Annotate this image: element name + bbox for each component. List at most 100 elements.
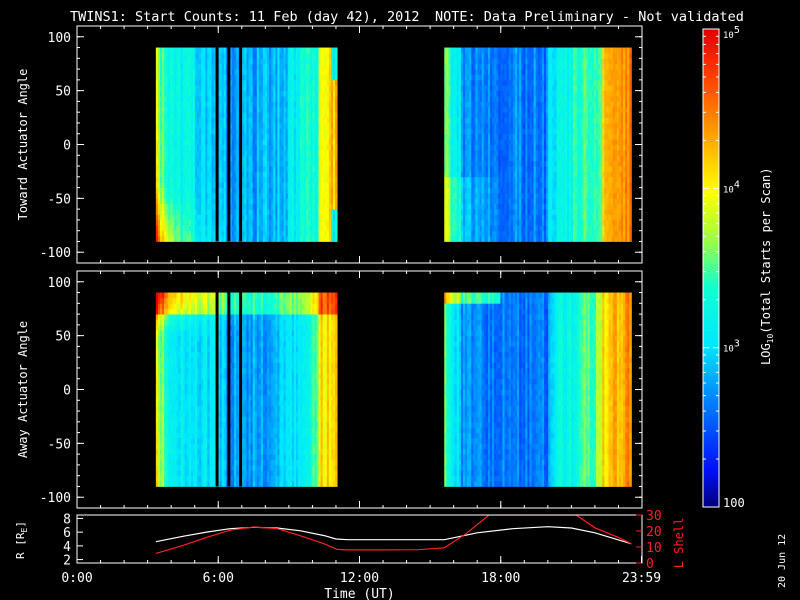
- heatmap-cell: [260, 79, 264, 86]
- heatmap-cell: [184, 225, 188, 232]
- heatmap-cell: [456, 182, 460, 188]
- heatmap-cell: [232, 203, 235, 210]
- heatmap-cell: [269, 171, 272, 178]
- heatmap-cell: [230, 128, 233, 135]
- heatmap-cell: [155, 182, 159, 188]
- heatmap-cell: [483, 149, 487, 156]
- heatmap-cell: [314, 155, 317, 162]
- heatmap-cell: [298, 198, 301, 205]
- heatmap-cell: [232, 214, 235, 221]
- heatmap-cell: [302, 236, 305, 242]
- heatmap-cell: [450, 225, 453, 232]
- heatmap-cell: [450, 69, 453, 75]
- heatmap-cell: [273, 160, 276, 167]
- heatmap-cell: [159, 176, 163, 183]
- heatmap-cell: [256, 85, 260, 92]
- heatmap-cell: [318, 133, 322, 140]
- heatmap-cell: [326, 144, 330, 151]
- heatmap-cell: [190, 96, 194, 102]
- heatmap-cell: [192, 101, 196, 108]
- heatmap-cell: [186, 85, 190, 92]
- heatmap-cell: [203, 96, 206, 102]
- heatmap-cell: [252, 160, 256, 167]
- heatmap-cell: [258, 122, 262, 129]
- heatmap-cell: [458, 160, 462, 167]
- heatmap-cell: [157, 225, 161, 232]
- heatmap-cell: [199, 69, 202, 75]
- heatmap-cell: [256, 149, 260, 156]
- heatmap-cell: [494, 160, 497, 167]
- heatmap-cell: [481, 176, 485, 183]
- heatmap-cell: [273, 112, 276, 118]
- heatmap-cell: [246, 52, 249, 59]
- heatmap-cell: [492, 182, 495, 188]
- heatmap-cell: [481, 112, 485, 118]
- heatmap-cell: [328, 122, 332, 129]
- heatmap-cell: [211, 225, 214, 232]
- heatmap-cell: [320, 52, 324, 59]
- heatmap-cell: [318, 203, 322, 210]
- heatmap-cell: [213, 122, 216, 129]
- heatmap-cell: [456, 144, 460, 151]
- heatmap-cell: [275, 149, 278, 156]
- heatmap-cell: [444, 225, 447, 232]
- heatmap-cell: [236, 139, 239, 145]
- heatmap-cell: [490, 166, 493, 172]
- heatmap-cell: [159, 117, 163, 124]
- heatmap-cell: [291, 69, 295, 75]
- heatmap-cell: [236, 106, 239, 113]
- heatmap-cell: [182, 160, 186, 167]
- heatmap-cell: [258, 176, 262, 183]
- heatmap-cell: [335, 182, 338, 188]
- heatmap-cell: [304, 171, 307, 178]
- heatmap-cell: [260, 225, 264, 232]
- heatmap-cell: [248, 149, 252, 156]
- heatmap-cell: [465, 90, 468, 97]
- heatmap-cell: [483, 133, 487, 140]
- heatmap-cell: [322, 171, 326, 178]
- heatmap-cell: [490, 117, 493, 124]
- heatmap-cell: [170, 209, 173, 215]
- heatmap-cell: [223, 214, 227, 221]
- heatmap-cell: [188, 69, 192, 75]
- heatmap-cell: [322, 144, 326, 151]
- heatmap-cell: [223, 236, 227, 242]
- heatmap-cell: [324, 112, 328, 118]
- heatmap-cell: [452, 144, 456, 151]
- heatmap-cell: [201, 236, 204, 242]
- heatmap-cell: [469, 96, 472, 102]
- heatmap-cell: [330, 182, 334, 188]
- heatmap-cell: [277, 79, 280, 86]
- heatmap-cell: [462, 79, 466, 86]
- heatmap-cell: [271, 236, 274, 242]
- heatmap-cell: [172, 112, 175, 118]
- heatmap-cell: [184, 122, 188, 129]
- heatmap-cell: [184, 58, 188, 65]
- heatmap-cell: [271, 139, 274, 145]
- heatmap-cell: [454, 182, 458, 188]
- heatmap-cell: [178, 187, 181, 194]
- heatmap-cell: [306, 106, 309, 113]
- heatmap-cell: [330, 230, 334, 237]
- heatmap-cell: [168, 96, 171, 102]
- heatmap-cell: [180, 128, 184, 135]
- heatmap-cell: [230, 192, 233, 199]
- heatmap-cell: [314, 106, 317, 113]
- heatmap-cell: [454, 160, 458, 167]
- heatmap-cell: [281, 171, 284, 178]
- heatmap-cell: [277, 128, 280, 135]
- heatmap-cell: [225, 203, 229, 210]
- heatmap-cell: [308, 128, 311, 135]
- heatmap-cell: [496, 106, 499, 113]
- heatmap-cell: [188, 176, 192, 183]
- heatmap-cell: [205, 176, 208, 183]
- heatmap-cell: [291, 139, 295, 145]
- heatmap-cell: [295, 182, 299, 188]
- heatmap-cell: [479, 122, 483, 129]
- heatmap-cell: [490, 85, 493, 92]
- heatmap-cell: [450, 85, 453, 92]
- heatmap-cell: [254, 79, 258, 86]
- heatmap-cell: [172, 122, 175, 129]
- heatmap-cell: [483, 90, 487, 97]
- heatmap-cell: [269, 230, 272, 237]
